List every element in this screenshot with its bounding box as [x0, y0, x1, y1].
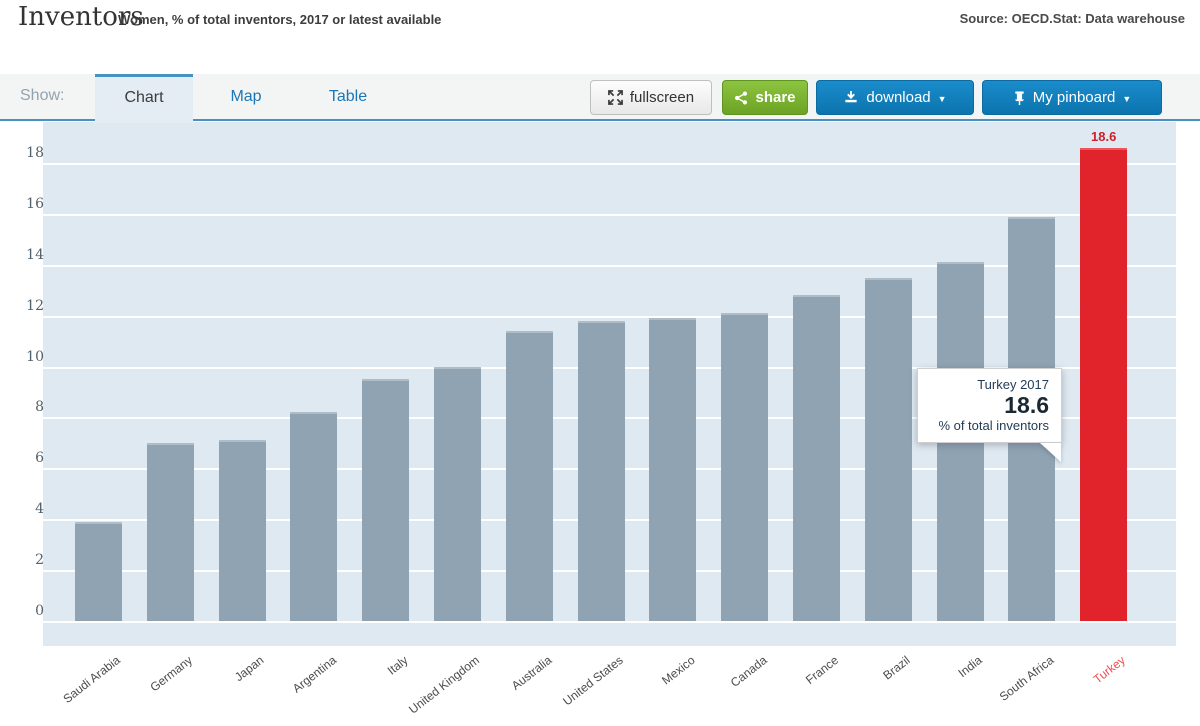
bar-united-kingdom[interactable] [434, 366, 481, 621]
x-axis-label-australia: Australia [508, 653, 554, 693]
bar-brazil[interactable] [864, 277, 912, 621]
tab-table[interactable]: Table [328, 88, 368, 105]
x-axis-label-united-states: United States [560, 653, 626, 709]
y-axis-tick-label-8: 8 [35, 399, 44, 416]
bar-turkey[interactable] [1080, 147, 1128, 621]
tab-chart[interactable]: Chart [95, 74, 193, 123]
fullscreen-icon [607, 90, 623, 105]
page-subtitle: Women, % of total inventors, 2017 or lat… [118, 12, 442, 27]
my-pinboard-button[interactable]: My pinboard ▼ [982, 80, 1162, 115]
fullscreen-label: fullscreen [629, 89, 695, 106]
tab-map[interactable]: Map [230, 88, 262, 105]
y-axis-tick-label-4: 4 [35, 501, 44, 518]
x-axis-label-turkey: Turkey [1091, 653, 1129, 687]
y-axis-tick-label-14: 14 [26, 246, 44, 263]
bar-italy[interactable] [362, 379, 410, 621]
x-axis-label-canada: Canada [727, 653, 770, 690]
bar-united-states[interactable] [577, 320, 625, 621]
x-axis-label-italy: Italy [384, 653, 411, 678]
gridline-y-14 [43, 264, 1176, 267]
download-button[interactable]: download ▼ [816, 80, 974, 115]
x-axis-label-saudi-arabia: Saudi Arabia [60, 653, 124, 706]
bar-japan[interactable] [218, 440, 266, 621]
x-axis-label-india: India [955, 653, 985, 681]
bar-france[interactable] [793, 295, 840, 621]
gridline-y-18 [43, 163, 1176, 166]
gridline-y-12 [43, 315, 1176, 318]
plot-area: 0 2 4 6 8 10 12 14 16 18 18.6 [26, 122, 1176, 646]
y-axis-tick-label-16: 16 [26, 195, 44, 212]
pin-icon [1013, 90, 1026, 106]
x-axis-label-south-africa: South Africa [996, 653, 1057, 704]
x-axis-label-germany: Germany [147, 653, 195, 695]
x-axis-label-france: France [803, 653, 842, 688]
tooltip-value: 18.6 [1004, 392, 1049, 418]
x-axis-label-brazil: Brazil [880, 653, 913, 683]
x-axis-label-argentina: Argentina [289, 653, 339, 696]
bar-mexico[interactable] [649, 318, 697, 621]
y-axis-tick-label-12: 12 [26, 297, 44, 314]
fullscreen-button[interactable]: fullscreen [590, 80, 712, 115]
x-axis-label-mexico: Mexico [658, 653, 698, 688]
y-axis-tick-label-10: 10 [26, 348, 44, 365]
share-label: share [755, 89, 796, 106]
download-icon [843, 90, 859, 105]
tooltip-series-label: Turkey 2017 [977, 377, 1049, 392]
download-caret-icon: ▼ [937, 93, 947, 104]
show-label: Show: [20, 87, 65, 104]
bar-germany[interactable] [146, 442, 194, 621]
tooltip-unit-label: % of total inventors [938, 418, 1049, 433]
toolbar: Show: Chart Map Table fullscreen share [0, 74, 1200, 123]
highlight-value-label: 18.6 [1091, 128, 1117, 144]
pinboard-caret-icon: ▼ [1122, 93, 1132, 104]
tooltip-tail [1040, 443, 1061, 462]
tooltip: Turkey 2017 18.6 % of total inventors [917, 368, 1062, 443]
bar-australia[interactable] [505, 330, 553, 621]
x-axis-label-united-kingdom: United Kingdom [406, 653, 483, 717]
chart-region: 0 2 4 6 8 10 12 14 16 18 18.6 Saudi Arabia Germany J… [0, 122, 1200, 726]
gridline-y-0 [43, 621, 1176, 623]
source-text: Source: OECD.Stat: Data warehouse [959, 11, 1185, 26]
share-icon [734, 91, 748, 105]
bar-canada[interactable] [721, 313, 769, 621]
bar-argentina[interactable] [290, 412, 338, 621]
y-axis-tick-label-0: 0 [35, 603, 44, 619]
y-axis-tick-label-18: 18 [26, 145, 44, 162]
header: Inventors Women, % of total inventors, 2… [0, 0, 1200, 56]
page-title: Inventors [18, 2, 144, 32]
y-axis-tick-label-2: 2 [35, 552, 44, 569]
y-axis-tick-label-6: 6 [35, 450, 44, 467]
download-label: download [866, 89, 931, 106]
bar-saudi-arabia[interactable] [75, 521, 122, 621]
my-pinboard-label: My pinboard [1032, 89, 1116, 106]
gridline-y-16 [43, 213, 1176, 216]
x-axis-label-japan: Japan [232, 653, 267, 685]
share-button[interactable]: share [722, 80, 808, 115]
